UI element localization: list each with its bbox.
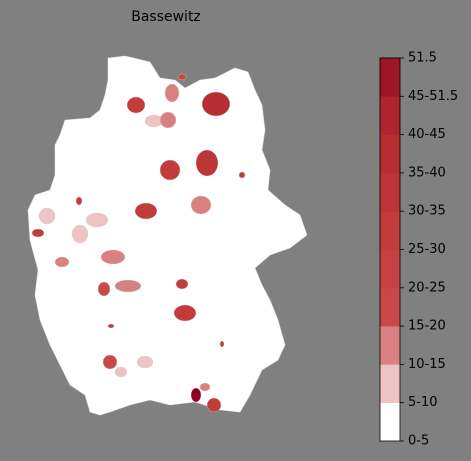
- district: [177, 73, 187, 81]
- colorbar-band: [379, 134, 401, 174]
- country-outline: [27, 55, 308, 416]
- colorbar-band: [379, 364, 401, 403]
- colorbar-tick-label: 45-51.5: [408, 89, 458, 104]
- colorbar-tick-label: 10-15: [408, 357, 446, 372]
- district: [31, 228, 45, 238]
- colorbar-tick-label: 30-35: [408, 204, 446, 219]
- district: [85, 212, 109, 228]
- district: [164, 83, 180, 103]
- district: [126, 96, 146, 114]
- colorbar-band: [379, 402, 401, 442]
- district: [136, 355, 154, 369]
- colorbar-band: [379, 172, 401, 212]
- district: [107, 323, 115, 329]
- district: [75, 196, 83, 206]
- district: [173, 304, 197, 322]
- colorbar-band: [379, 249, 401, 289]
- colorbar-tick-label: 40-45: [408, 127, 446, 142]
- map-title: Bassewitz: [131, 9, 201, 25]
- district: [190, 387, 202, 403]
- district: [190, 195, 212, 215]
- colorbar-tick-label: 20-25: [408, 280, 446, 295]
- colorbar-tick-label: 15-20: [408, 319, 446, 334]
- colorbar-band: [379, 325, 401, 365]
- district: [195, 149, 219, 177]
- district: [159, 111, 177, 129]
- colorbar-tick-label: 35-40: [408, 165, 446, 180]
- district: [206, 397, 222, 413]
- district-regions: [31, 73, 246, 413]
- colorbar-tick-label: 25-30: [408, 242, 446, 257]
- colorbar-band: [379, 96, 401, 135]
- germany-map: [27, 55, 308, 416]
- district: [38, 207, 56, 225]
- colorbar-band: [379, 57, 401, 97]
- colorbar-tick-label: 51.5: [408, 51, 437, 66]
- district: [159, 159, 181, 181]
- district: [134, 202, 158, 220]
- district: [175, 278, 189, 290]
- district: [54, 256, 70, 268]
- district: [238, 171, 246, 179]
- district: [100, 249, 126, 265]
- district: [199, 382, 211, 392]
- district: [102, 354, 118, 370]
- district: [97, 281, 111, 297]
- district: [114, 279, 142, 293]
- colorbar-tick-label: 5-10: [408, 395, 438, 410]
- colorbar-band: [379, 210, 401, 250]
- district: [114, 366, 128, 378]
- district: [201, 91, 231, 117]
- district: [71, 224, 89, 244]
- district: [219, 340, 225, 348]
- colorbar: 0-5 5-10 10-15 15-20 20-25 25-30 30-35 35-40 40-…: [379, 51, 458, 449]
- colorbar-tick-label: 0-5: [408, 434, 429, 449]
- colorbar-band: [379, 287, 401, 327]
